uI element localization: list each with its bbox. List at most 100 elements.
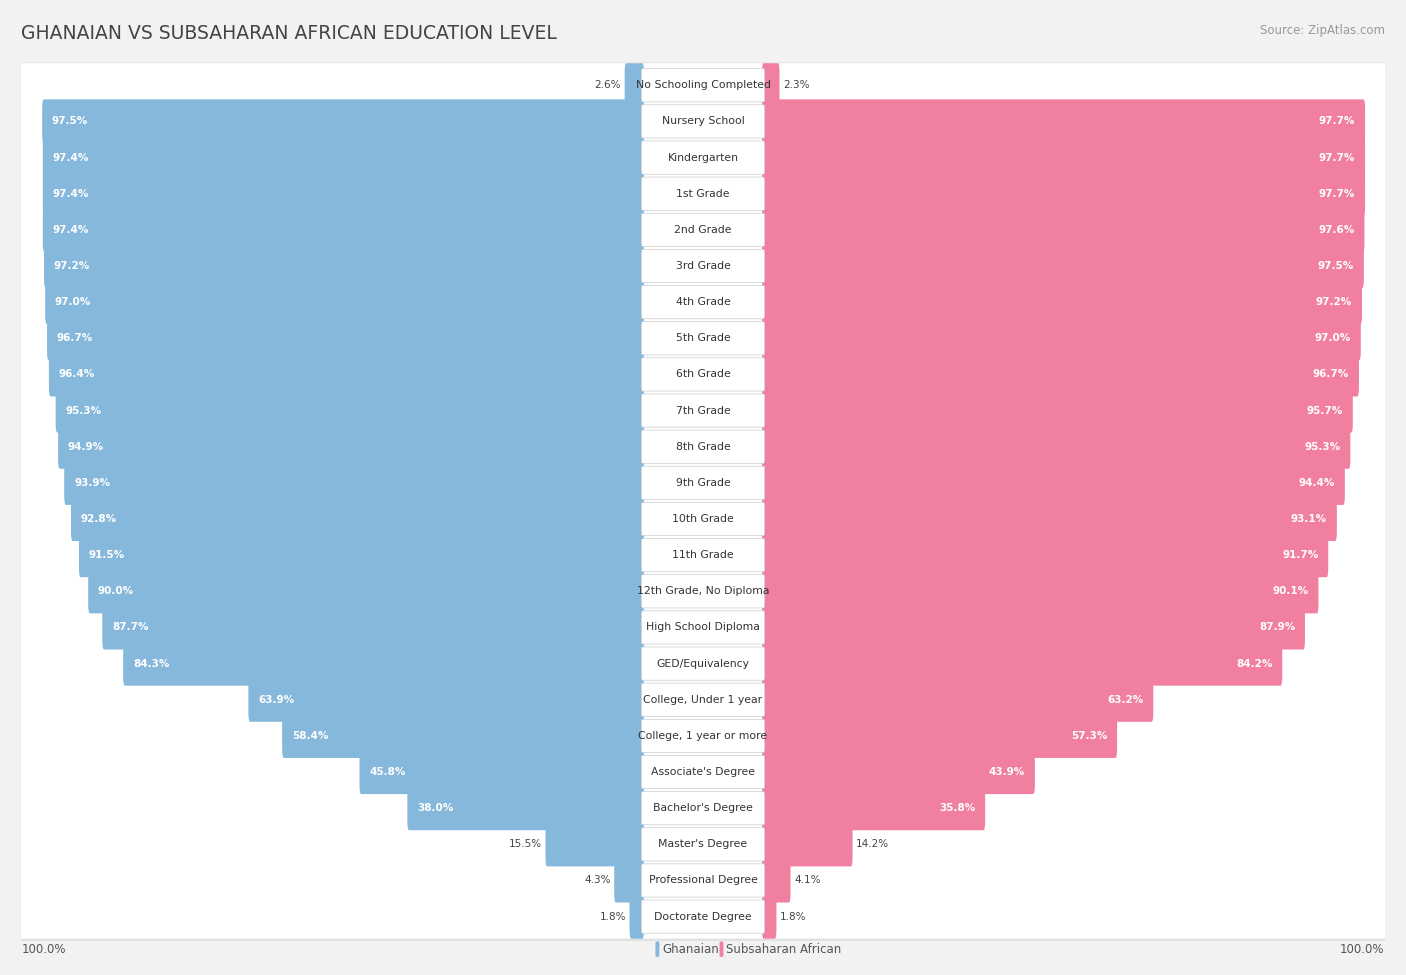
Text: 96.4%: 96.4% bbox=[59, 370, 96, 379]
FancyBboxPatch shape bbox=[21, 786, 1385, 831]
Text: College, Under 1 year: College, Under 1 year bbox=[644, 695, 762, 705]
FancyBboxPatch shape bbox=[21, 496, 1385, 543]
Text: 91.7%: 91.7% bbox=[1282, 550, 1319, 561]
Text: 97.5%: 97.5% bbox=[1317, 261, 1354, 271]
FancyBboxPatch shape bbox=[21, 532, 1385, 579]
FancyBboxPatch shape bbox=[641, 430, 765, 463]
FancyBboxPatch shape bbox=[641, 828, 765, 861]
FancyBboxPatch shape bbox=[21, 461, 1385, 505]
FancyBboxPatch shape bbox=[21, 678, 1385, 722]
FancyBboxPatch shape bbox=[21, 858, 1385, 903]
FancyBboxPatch shape bbox=[21, 352, 1385, 399]
Text: 15.5%: 15.5% bbox=[509, 839, 541, 849]
Text: 90.0%: 90.0% bbox=[98, 586, 134, 597]
FancyBboxPatch shape bbox=[70, 497, 644, 541]
Text: 91.5%: 91.5% bbox=[89, 550, 125, 561]
FancyBboxPatch shape bbox=[103, 605, 644, 649]
FancyBboxPatch shape bbox=[641, 610, 765, 644]
Text: 87.9%: 87.9% bbox=[1258, 622, 1295, 633]
FancyBboxPatch shape bbox=[641, 864, 765, 897]
FancyBboxPatch shape bbox=[641, 250, 765, 283]
Text: 97.7%: 97.7% bbox=[1319, 116, 1355, 127]
FancyBboxPatch shape bbox=[21, 568, 1385, 615]
Text: GED/Equivalency: GED/Equivalency bbox=[657, 658, 749, 669]
FancyBboxPatch shape bbox=[762, 714, 1118, 758]
Text: 100.0%: 100.0% bbox=[1340, 943, 1385, 956]
Text: 57.3%: 57.3% bbox=[1071, 731, 1108, 741]
FancyBboxPatch shape bbox=[762, 208, 1364, 252]
FancyBboxPatch shape bbox=[762, 858, 790, 903]
FancyBboxPatch shape bbox=[762, 136, 1365, 179]
FancyBboxPatch shape bbox=[58, 425, 644, 469]
Text: 5th Grade: 5th Grade bbox=[676, 333, 730, 343]
FancyBboxPatch shape bbox=[21, 172, 1385, 215]
FancyBboxPatch shape bbox=[762, 352, 1360, 397]
Text: 3rd Grade: 3rd Grade bbox=[675, 261, 731, 271]
FancyBboxPatch shape bbox=[21, 569, 1385, 613]
Text: 97.4%: 97.4% bbox=[52, 225, 89, 235]
Text: 97.5%: 97.5% bbox=[52, 116, 89, 127]
FancyBboxPatch shape bbox=[21, 895, 1385, 939]
FancyBboxPatch shape bbox=[21, 822, 1385, 867]
FancyBboxPatch shape bbox=[21, 533, 1385, 577]
Text: 97.7%: 97.7% bbox=[1319, 152, 1355, 163]
Text: 58.4%: 58.4% bbox=[292, 731, 329, 741]
FancyBboxPatch shape bbox=[21, 677, 1385, 724]
FancyBboxPatch shape bbox=[641, 177, 765, 211]
FancyBboxPatch shape bbox=[21, 208, 1385, 252]
Text: 95.7%: 95.7% bbox=[1306, 406, 1343, 415]
FancyBboxPatch shape bbox=[641, 683, 765, 717]
Text: 94.9%: 94.9% bbox=[67, 442, 104, 451]
FancyBboxPatch shape bbox=[249, 678, 644, 722]
Text: 63.9%: 63.9% bbox=[259, 695, 294, 705]
FancyBboxPatch shape bbox=[21, 63, 1385, 107]
FancyBboxPatch shape bbox=[45, 280, 644, 325]
FancyBboxPatch shape bbox=[65, 461, 644, 505]
FancyBboxPatch shape bbox=[21, 136, 1385, 179]
FancyBboxPatch shape bbox=[762, 244, 1364, 288]
FancyBboxPatch shape bbox=[641, 574, 765, 608]
Text: 97.4%: 97.4% bbox=[52, 189, 89, 199]
FancyBboxPatch shape bbox=[21, 749, 1385, 797]
FancyBboxPatch shape bbox=[89, 569, 644, 613]
FancyBboxPatch shape bbox=[641, 502, 765, 535]
Text: 97.2%: 97.2% bbox=[1316, 297, 1353, 307]
FancyBboxPatch shape bbox=[21, 424, 1385, 471]
FancyBboxPatch shape bbox=[762, 388, 1353, 433]
FancyBboxPatch shape bbox=[762, 99, 1365, 143]
Text: 12th Grade, No Diploma: 12th Grade, No Diploma bbox=[637, 586, 769, 597]
Text: 43.9%: 43.9% bbox=[988, 767, 1025, 777]
FancyBboxPatch shape bbox=[641, 358, 765, 391]
FancyBboxPatch shape bbox=[408, 786, 644, 831]
FancyBboxPatch shape bbox=[614, 858, 644, 903]
FancyBboxPatch shape bbox=[21, 62, 1385, 109]
Text: 84.2%: 84.2% bbox=[1236, 658, 1272, 669]
Text: 1.8%: 1.8% bbox=[599, 912, 626, 921]
FancyBboxPatch shape bbox=[21, 352, 1385, 397]
FancyBboxPatch shape bbox=[21, 388, 1385, 433]
FancyBboxPatch shape bbox=[762, 425, 1350, 469]
Text: No Schooling Completed: No Schooling Completed bbox=[636, 80, 770, 91]
FancyBboxPatch shape bbox=[762, 605, 1305, 649]
FancyBboxPatch shape bbox=[21, 171, 1385, 218]
FancyBboxPatch shape bbox=[21, 460, 1385, 507]
FancyBboxPatch shape bbox=[641, 394, 765, 427]
FancyBboxPatch shape bbox=[21, 750, 1385, 794]
FancyBboxPatch shape bbox=[42, 172, 644, 215]
FancyBboxPatch shape bbox=[641, 720, 765, 753]
Text: 1st Grade: 1st Grade bbox=[676, 189, 730, 199]
FancyBboxPatch shape bbox=[641, 900, 765, 933]
FancyBboxPatch shape bbox=[21, 786, 1385, 833]
FancyBboxPatch shape bbox=[21, 388, 1385, 435]
FancyBboxPatch shape bbox=[762, 280, 1362, 325]
FancyBboxPatch shape bbox=[56, 388, 644, 433]
FancyBboxPatch shape bbox=[21, 822, 1385, 869]
FancyBboxPatch shape bbox=[641, 538, 765, 571]
Text: Kindergarten: Kindergarten bbox=[668, 152, 738, 163]
Text: 94.4%: 94.4% bbox=[1299, 478, 1336, 488]
Text: 100.0%: 100.0% bbox=[21, 943, 66, 956]
Text: College, 1 year or more: College, 1 year or more bbox=[638, 731, 768, 741]
Text: 4.3%: 4.3% bbox=[583, 876, 610, 885]
Text: Source: ZipAtlas.com: Source: ZipAtlas.com bbox=[1260, 24, 1385, 37]
FancyBboxPatch shape bbox=[546, 822, 644, 867]
